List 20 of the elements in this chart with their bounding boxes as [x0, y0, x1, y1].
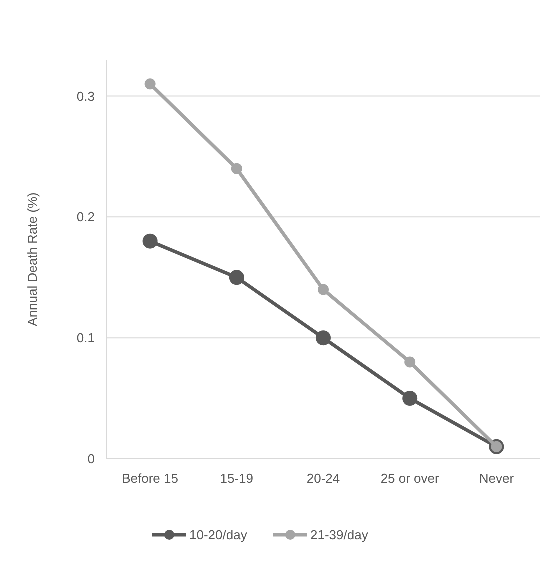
x-tick-label: 20-24: [306, 471, 340, 486]
legend-label: 21-39/day: [310, 528, 369, 543]
x-tick-label: 15-19: [220, 471, 254, 486]
x-tick-label: Never: [479, 471, 515, 486]
point: [142, 234, 158, 249]
point: [402, 391, 418, 406]
point: [318, 284, 329, 296]
y-tick-label: 0: [88, 452, 95, 467]
point: [144, 78, 156, 90]
y-tick-label: 0.3: [76, 88, 95, 104]
x-tick-label: Before 15: [122, 471, 178, 486]
y-tick-label: 0.1: [76, 330, 95, 346]
point: [231, 163, 242, 174]
point: [229, 270, 244, 286]
point: [316, 330, 331, 346]
y-axis-title: Annual Death Rate (%): [25, 192, 40, 326]
legend-label: 10-20/day: [190, 528, 248, 543]
point: [404, 356, 416, 368]
y-tick-label: 0.2: [76, 210, 95, 225]
x-tick-label: 25 or over: [380, 471, 440, 486]
